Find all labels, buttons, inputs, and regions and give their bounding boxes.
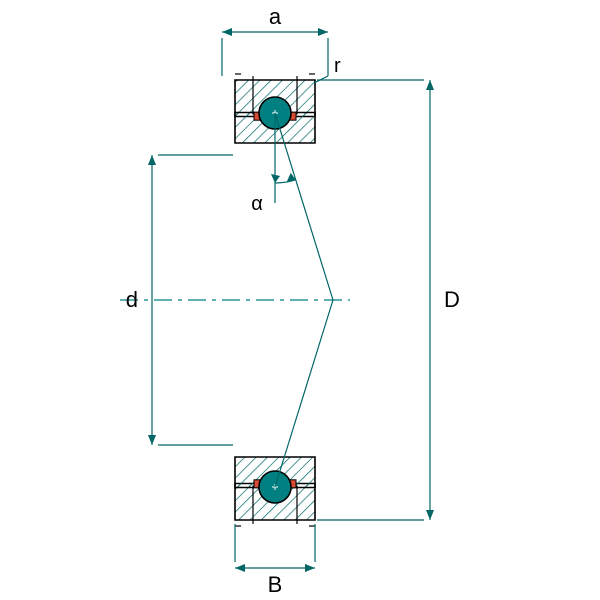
dim-label: D <box>444 287 460 312</box>
label-r: r <box>334 55 341 77</box>
dim-label: d <box>126 287 138 312</box>
section-bottom <box>235 457 315 526</box>
label-alpha: α <box>251 193 263 215</box>
dim-label: B <box>268 572 283 597</box>
bearing-diagram: α a Bd Dr <box>0 0 600 600</box>
dim-label: a <box>269 4 282 29</box>
